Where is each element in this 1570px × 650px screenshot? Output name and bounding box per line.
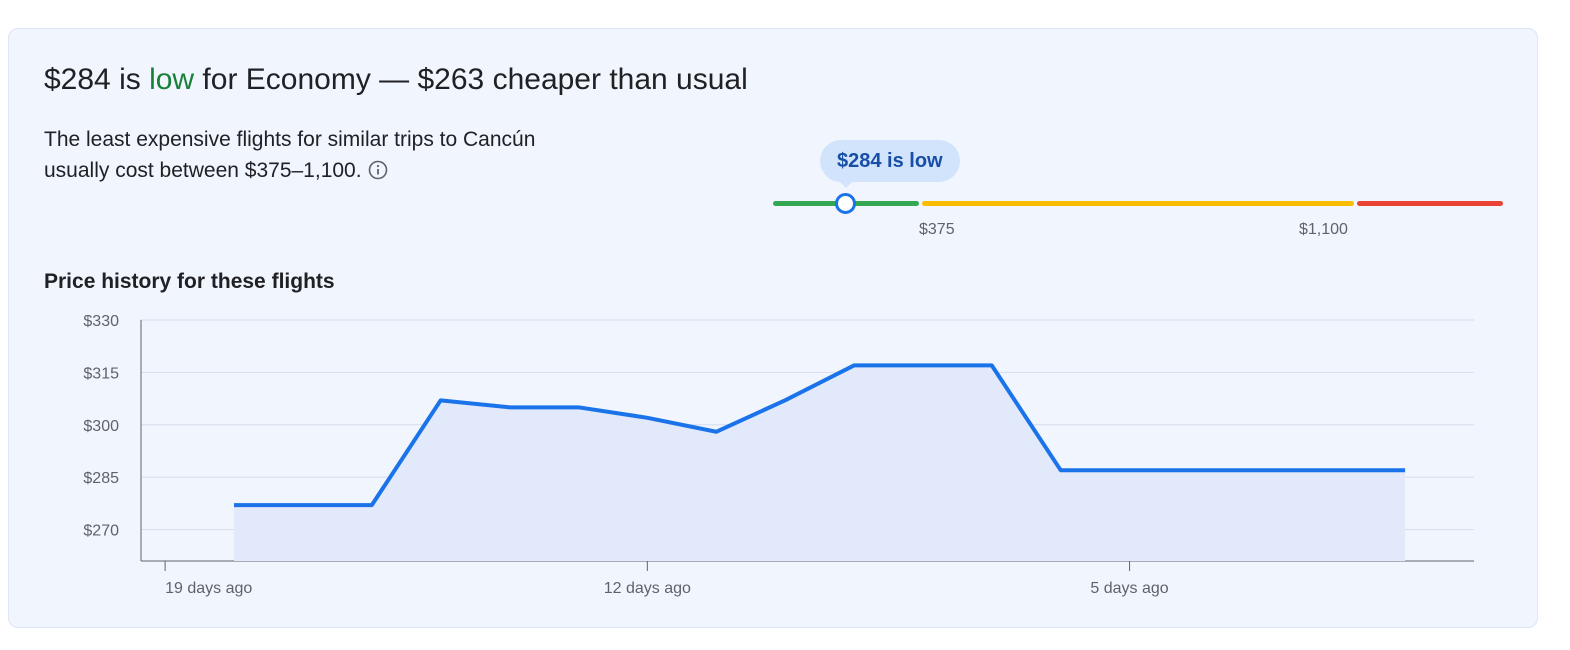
data-point: [1196, 468, 1200, 472]
price-range-indicator: $284 is low $375 $1,100: [760, 130, 1520, 250]
current-price-marker: [835, 193, 856, 214]
data-point: [645, 416, 649, 420]
data-point: [370, 503, 374, 507]
price-bubble: $284 is low: [820, 140, 960, 182]
typical-price-description: The least expensive flights for similar …: [44, 124, 604, 186]
data-point: [232, 503, 236, 507]
data-point: [1059, 468, 1063, 472]
y-tick-label: $270: [83, 523, 119, 540]
range-high-label: $1,100: [1299, 221, 1348, 238]
data-point: [990, 363, 994, 367]
data-point: [1265, 468, 1269, 472]
data-point: [1403, 468, 1407, 472]
data-point: [508, 405, 512, 409]
y-tick-label: $330: [83, 315, 119, 330]
headline-suffix: for Economy — $263 cheaper than usual: [194, 63, 748, 96]
data-point: [714, 430, 718, 434]
data-point: [1128, 468, 1132, 472]
headline-prefix: $284 is: [44, 63, 150, 96]
data-point: [852, 363, 856, 367]
price-headline: $284 is low for Economy — $263 cheaper t…: [44, 60, 748, 100]
description-text: The least expensive flights for similar …: [44, 128, 536, 182]
x-tick-label: 5 days ago: [1090, 580, 1168, 597]
data-point: [783, 398, 787, 402]
data-point: [576, 405, 580, 409]
price-bubble-tail: [838, 180, 854, 188]
data-point: [921, 363, 925, 367]
y-tick-label: $315: [83, 365, 119, 382]
high-range-segment: [1357, 201, 1503, 206]
price-history-chart: $270 $285 $300 $315 $330 19 days ago 12 days a…: [83, 315, 1474, 597]
info-icon[interactable]: [368, 158, 388, 180]
price-history-line: [234, 363, 1406, 508]
price-area-fill: [234, 365, 1406, 561]
typical-range-segment: [922, 201, 1354, 206]
x-tick-label: 12 days ago: [604, 580, 691, 597]
data-point: [439, 398, 443, 402]
price-history-title: Price history for these flights: [44, 270, 335, 293]
range-low-label: $375: [919, 221, 955, 238]
y-tick-label: $285: [83, 470, 119, 487]
price-level-text: low: [149, 63, 195, 96]
y-tick-label: $300: [83, 418, 119, 435]
x-tick-label: 19 days ago: [165, 580, 252, 597]
data-point: [1334, 468, 1338, 472]
